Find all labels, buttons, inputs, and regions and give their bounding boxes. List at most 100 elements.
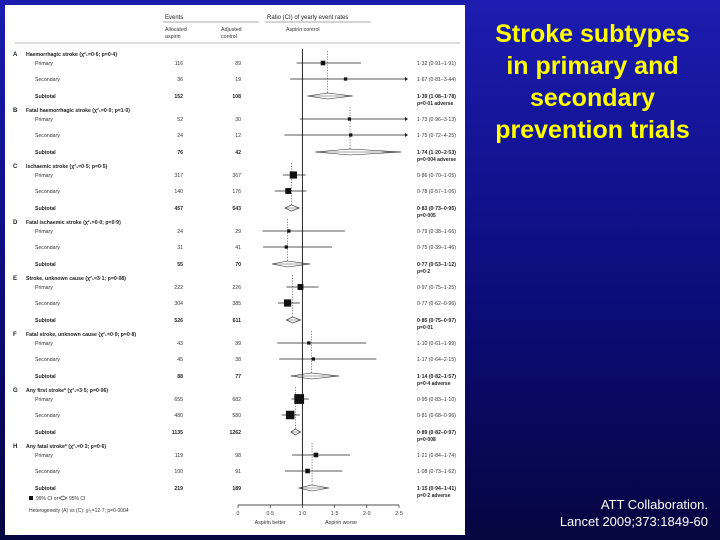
control-subtotal: 70 [235, 262, 241, 268]
aspirin-count: 304 [174, 301, 183, 307]
control-count: 580 [232, 413, 241, 419]
row-label: Primary [35, 173, 53, 179]
header-col2: Adjusted [221, 27, 242, 33]
aspirin-count: 480 [174, 413, 183, 419]
ci-text: 1·67 (0·81–3·44) [417, 77, 456, 83]
group-letter: H [13, 444, 17, 450]
ci-subtotal: 1·74 (1·20–2·53) [417, 150, 456, 156]
control-count: 12 [235, 133, 241, 139]
group-label: Any first stroke* (χ²₁=3·5; p=0·06) [26, 388, 108, 394]
ci-subtotal: 0·83 (0·73–0·95) [417, 206, 456, 212]
group-label: Fatal haemorrhagic stroke (χ²₁=0·0; p=1·… [26, 108, 130, 114]
aspirin-subtotal: 1135 [172, 430, 183, 436]
point-estimate-box [307, 341, 311, 345]
header-events: Events [165, 15, 183, 21]
aspirin-subtotal: 457 [174, 206, 183, 212]
ci-arrow [405, 117, 408, 121]
group-label: Fatal ischaemic stroke (χ²₁=0·0; p=0·9) [26, 220, 121, 226]
point-estimate-box [320, 60, 326, 66]
legend-box-icon [29, 496, 33, 500]
control-count: 98 [235, 453, 241, 459]
ci-subtotal: 1·14 (0·82–1·57) [417, 374, 456, 380]
legend-diamond-icon [58, 495, 68, 501]
subtotal-label: Subtotal [35, 206, 56, 212]
group-label: Fatal stroke, unknown cause (χ²₁=0·0; p=… [26, 332, 136, 338]
legend-ci-text: 99% CI or [36, 496, 59, 502]
header-col1: Allocated [165, 27, 187, 33]
group-label: Haemorrhagic stroke (χ²₁=0·6; p=0·4) [26, 52, 117, 58]
row-label: Secondary [35, 77, 60, 83]
control-count: 682 [232, 397, 241, 403]
point-estimate-box [343, 77, 348, 81]
control-count: 41 [235, 245, 241, 251]
control-count: 176 [232, 189, 241, 195]
group-label: Any fatal stroke* (χ²₁=0·3; p=0·6) [26, 444, 106, 450]
row-label: Secondary [35, 189, 60, 195]
header-col1: aspirin [165, 34, 181, 40]
ci-text: 0·78 (0·57–1·06) [417, 189, 456, 195]
aspirin-count: 119 [175, 453, 183, 459]
control-count: 38 [235, 357, 241, 363]
row-label: Secondary [35, 469, 60, 475]
forest-plot-panel: Events Allocated aspirin Adjusted control Rat… [5, 5, 465, 535]
row-label: Primary [35, 341, 53, 347]
slide-title: Stroke subtypes in primary and secondary… [470, 18, 715, 146]
point-estimate-box [285, 188, 292, 194]
control-subtotal: 108 [232, 94, 241, 100]
row-label: Secondary [35, 245, 60, 251]
aspirin-count: 52 [177, 117, 183, 123]
subtotal-label: Subtotal [35, 374, 56, 380]
legend-ci2-text: 95% CI [69, 496, 85, 502]
ci-text: 1·75 (0·72–4·25) [417, 133, 456, 139]
aspirin-count: 24 [177, 229, 183, 235]
row-label: Secondary [35, 413, 60, 419]
control-count: 226 [232, 285, 241, 291]
row-label: Secondary [35, 301, 60, 307]
subtotal-label: Subtotal [35, 486, 56, 492]
title-line: in primary and [506, 52, 679, 80]
row-label: Secondary [35, 133, 60, 139]
x-tick-label: 0 [237, 511, 240, 517]
point-estimate-box [284, 245, 288, 249]
ci-text: 0·77 (0·62–0·96) [417, 301, 456, 307]
ci-text: 0·79 (0·38–1·66) [417, 229, 456, 235]
ci-text: 1·21 (0·84–1·74) [417, 453, 456, 459]
point-estimate-box [287, 229, 291, 233]
aspirin-count: 36 [177, 77, 183, 83]
ci-text: 1·73 (0·96–3·13) [417, 117, 456, 123]
ci-text: 1·17 (0·64–2·15) [417, 357, 456, 363]
ci-text: 0·86 (0·70–1·05) [417, 173, 456, 179]
row-label: Secondary [35, 357, 60, 363]
group-letter: E [13, 276, 17, 282]
control-count: 385 [232, 301, 241, 307]
aspirin-count: 31 [177, 245, 183, 251]
group-letter: G [13, 388, 18, 394]
heterogeneity-text: Heterogeneity (A) vs (C): χ²₁=12·7; p=0·… [29, 508, 129, 514]
row-label: Primary [35, 453, 53, 459]
aspirin-count: 655 [174, 397, 183, 403]
subtotal-label: Subtotal [35, 430, 56, 436]
control-count: 91 [235, 469, 241, 475]
title-line: Stroke subtypes [495, 20, 690, 48]
x-label-left: Aspirin better [255, 520, 286, 526]
p-value: p=0·2 [417, 269, 430, 275]
row-label: Primary [35, 285, 53, 291]
x-tick-label: 1·0 [299, 511, 307, 517]
group-letter: A [13, 52, 18, 58]
subtotal-label: Subtotal [35, 262, 56, 268]
citation: ATT Collaboration. Lancet 2009;373:1849-… [560, 496, 708, 530]
aspirin-count: 222 [174, 285, 183, 291]
aspirin-count: 116 [175, 61, 183, 67]
aspirin-subtotal: 55 [177, 262, 183, 268]
control-count: 19 [235, 77, 241, 83]
group-label: Ischaemic stroke (χ²₁=0·5; p=0·5) [26, 164, 108, 170]
ci-text: 1·32 (0·91–1·91) [417, 61, 456, 67]
aspirin-count: 45 [177, 357, 183, 363]
p-value: p=0·4 adverse [417, 381, 451, 387]
ci-arrow [405, 133, 408, 137]
row-label: Primary [35, 397, 53, 403]
control-subtotal: 42 [235, 150, 241, 156]
ci-text: 1·08 (0·73–1·62) [417, 469, 456, 475]
aspirin-subtotal: 152 [174, 94, 183, 100]
